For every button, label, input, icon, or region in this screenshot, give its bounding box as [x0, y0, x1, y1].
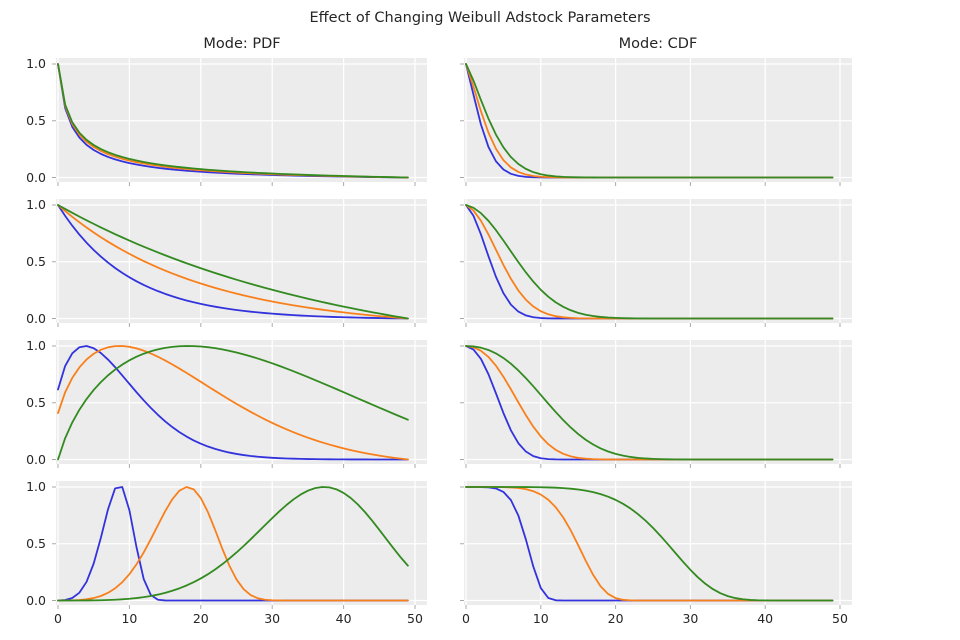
x-tick-label: 30: [264, 611, 281, 626]
curve-pdf-shape1.5-scale-20: [57, 345, 409, 461]
subplot-canvas: [52, 340, 427, 468]
y-tick-label: 0.0: [26, 592, 46, 608]
subplot-shape1-pdf: [52, 199, 427, 327]
subplot-canvas: [52, 58, 427, 186]
curve-pdf-shape1-scale-20: [57, 204, 409, 320]
x-tick-label: 50: [832, 611, 848, 626]
y-tick-label: 0.5: [26, 112, 46, 128]
y-tick-label: 1.0: [26, 479, 46, 494]
x-tick-label: 0: [54, 611, 62, 626]
figure-title: Effect of Changing Weibull Adstock Param…: [309, 10, 651, 26]
y-tick-label: 0.0: [26, 451, 46, 467]
subplot-shape0.5-pdf: [52, 58, 427, 186]
curve-pdf-shape1-scale-40: [57, 204, 409, 320]
subplot-shape1.5-pdf: [52, 340, 427, 468]
x-tick-label: 30: [682, 611, 699, 626]
curve-pdf-shape5-scale-40: [57, 486, 409, 602]
subplot-shape5-pdf: [52, 481, 427, 609]
curve-cdf-shape1-scale-40: [465, 204, 834, 320]
y-tick-label: 1.0: [26, 197, 46, 212]
subplot-shape5-cdf: [460, 481, 852, 609]
y-tick-label: 1.0: [26, 56, 46, 71]
y-tick-label: 0.0: [26, 169, 46, 185]
x-tick-label: 0: [462, 611, 470, 626]
subplot-shape1.5-cdf: [460, 340, 852, 468]
subplot-shape0.5-cdf: [460, 58, 852, 186]
curve-cdf-shape0.5-scale-40: [465, 63, 834, 179]
curve-pdf-shape0.5-scale-40: [57, 63, 409, 179]
curve-pdf-shape1.5-scale-40: [57, 345, 409, 461]
column-title-pdf: Mode: PDF: [203, 36, 281, 52]
y-tick-label: 0.5: [26, 394, 46, 410]
subplot-canvas: [460, 199, 852, 327]
subplot-canvas: [52, 199, 427, 327]
subplot-shape1-cdf: [460, 199, 852, 327]
x-tick-label: 10: [121, 611, 138, 626]
x-tick-label: 20: [607, 611, 624, 626]
subplot-canvas: [460, 340, 852, 468]
y-tick-label: 0.5: [26, 253, 46, 269]
subplot-canvas: [460, 58, 852, 186]
column-title-cdf: Mode: CDF: [618, 36, 698, 52]
y-tick-label: 1.0: [26, 338, 46, 353]
curve-pdf-shape5-scale-20: [57, 486, 409, 602]
subplot-canvas: [52, 481, 427, 609]
x-tick-label: 20: [192, 611, 209, 626]
y-tick-label: 0.5: [26, 535, 46, 551]
x-tick-label: 40: [335, 611, 352, 626]
curve-pdf-shape1-scale-10: [57, 204, 409, 320]
curve-cdf-shape5-scale-40: [465, 486, 834, 602]
curve-cdf-shape1.5-scale-40: [465, 345, 834, 461]
x-tick-label: 40: [757, 611, 774, 626]
x-tick-label: 10: [532, 611, 549, 626]
x-tick-label: 50: [407, 611, 423, 626]
subplot-canvas: [460, 481, 852, 609]
y-tick-label: 0.0: [26, 310, 46, 326]
